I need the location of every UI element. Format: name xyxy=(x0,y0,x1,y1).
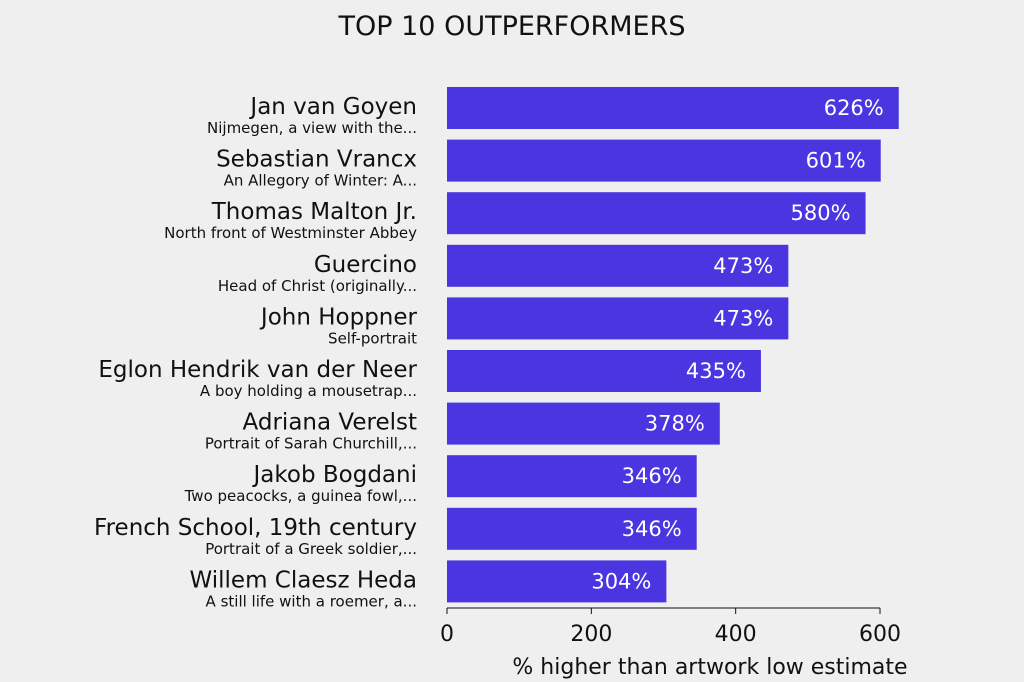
bar xyxy=(447,192,866,235)
x-tick-label: 200 xyxy=(570,622,612,647)
bar xyxy=(447,297,789,340)
bar xyxy=(447,507,697,550)
artist-label: French School, 19th century xyxy=(94,515,417,541)
bar-value-label: 378% xyxy=(645,412,705,436)
x-tick-label: 400 xyxy=(715,622,757,647)
artwork-label: North front of Westminster Abbey xyxy=(164,224,417,242)
bar xyxy=(447,87,899,129)
artwork-label: Portrait of Sarah Churchill,... xyxy=(205,435,417,453)
bar-value-label: 435% xyxy=(686,359,746,383)
bar-value-label: 346% xyxy=(622,517,682,541)
artist-label: Willem Claesz Heda xyxy=(190,567,417,593)
artwork-label: A boy holding a mousetrap... xyxy=(200,382,417,400)
artwork-label: A still life with a roemer, a... xyxy=(206,592,417,610)
bar-value-label: 473% xyxy=(713,306,773,330)
bar-value-label: 601% xyxy=(806,149,866,173)
artwork-label: Head of Christ (originally... xyxy=(218,277,417,295)
x-tick-label: 600 xyxy=(859,622,901,647)
x-axis: 0 200 400 600 xyxy=(440,607,901,647)
artwork-label: Nijmegen, a view with the... xyxy=(207,119,417,137)
artwork-label: Self-portrait xyxy=(328,329,417,347)
bar-value-label: 346% xyxy=(622,464,682,488)
bar-value-label: 473% xyxy=(713,254,773,278)
bar-value-label: 626% xyxy=(824,96,884,120)
artist-label: Sebastian Vrancx xyxy=(216,147,417,173)
bar-value-label: 304% xyxy=(591,569,651,593)
artist-label: Jakob Bogdani xyxy=(252,462,417,488)
bar-value-label: 580% xyxy=(791,201,851,225)
artist-label: Adriana Verelst xyxy=(243,410,417,436)
artwork-label: Two peacocks, a guinea fowl,... xyxy=(184,487,417,505)
artist-label: Guercino xyxy=(314,252,417,278)
chart-title: TOP 10 OUTPERFORMERS xyxy=(338,11,686,42)
bar xyxy=(447,455,697,498)
artist-label: Jan van Goyen xyxy=(248,94,417,120)
artist-label: Eglon Hendrik van der Neer xyxy=(98,357,417,383)
artist-label: John Hoppner xyxy=(259,304,418,330)
bar xyxy=(447,139,881,182)
bar xyxy=(447,560,667,603)
artist-label: Thomas Malton Jr. xyxy=(211,199,417,225)
artwork-label: An Allegory of Winter: A... xyxy=(224,172,417,190)
x-axis-label: % higher than artwork low estimate xyxy=(512,655,907,680)
artwork-label: Portrait of a Greek soldier,... xyxy=(205,540,417,558)
bar-row: Thomas Malton Jr.North front of Westmins… xyxy=(164,192,866,242)
bar xyxy=(447,402,720,445)
x-tick-label: 0 xyxy=(440,622,454,647)
bar xyxy=(447,350,761,392)
bar xyxy=(447,244,789,287)
